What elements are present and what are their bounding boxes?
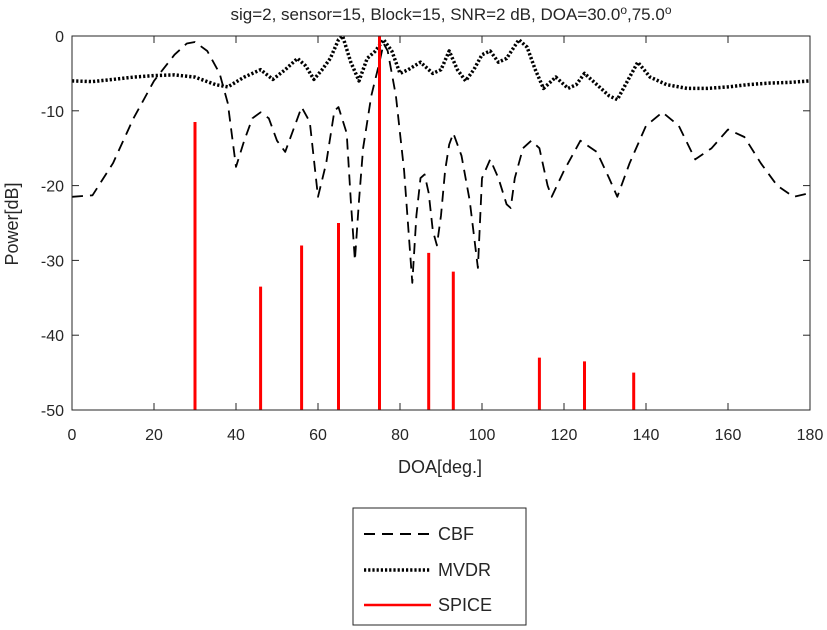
y-tick-label: -30 <box>41 253 64 270</box>
x-tick-label: 100 <box>469 427 496 444</box>
x-tick-label: 20 <box>145 427 163 444</box>
axes-layer: 0 20 40 60 80 100 120 140 160 180 0 -10 -20 -30 -40 -50 <box>41 29 824 444</box>
chart-title: sig=2, sensor=15, Block=15, SNR=2 dB, DO… <box>230 3 671 24</box>
legend-item-cbf: CBF <box>364 524 474 544</box>
chart-title-main: sig=2, sensor=15, Block=15, SNR=2 dB, DO… <box>230 5 620 24</box>
chart-title-degree-1: o <box>620 3 627 17</box>
x-tick-label: 180 <box>797 427 824 444</box>
legend-label-spice: SPICE <box>438 595 492 615</box>
legend-label-mvdr: MVDR <box>438 560 491 580</box>
x-tick-label: 160 <box>715 427 742 444</box>
legend: CBF MVDR SPICE <box>352 507 527 626</box>
x-tick-label: 120 <box>551 427 578 444</box>
y-tick-label: -20 <box>41 179 64 196</box>
legend-label-cbf: CBF <box>438 524 474 544</box>
x-tick-label: 80 <box>391 427 409 444</box>
x-tick-label: 60 <box>309 427 327 444</box>
plot-area <box>72 36 810 410</box>
legend-item-spice: SPICE <box>364 595 492 615</box>
series-layer <box>72 36 810 410</box>
x-tick-label: 40 <box>227 427 245 444</box>
y-tick-label: -50 <box>41 403 64 420</box>
chart-title-doa2: ,75.0 <box>627 5 665 24</box>
y-tick-label: -10 <box>41 104 64 121</box>
y-axis-label: Power[dB] <box>2 182 22 265</box>
x-tick-label: 0 <box>68 427 77 444</box>
mvdr-line <box>72 36 810 102</box>
legend-item-mvdr: MVDR <box>364 560 491 580</box>
chart-title-degree-2: o <box>665 3 672 17</box>
y-tick-label: 0 <box>55 29 64 46</box>
y-tick-label: -40 <box>41 328 64 345</box>
x-tick-label: 140 <box>633 427 660 444</box>
x-axis-label: DOA[deg.] <box>398 457 482 477</box>
plot-frame <box>71 35 811 411</box>
cbf-line <box>72 41 810 284</box>
plot-background <box>72 36 810 410</box>
